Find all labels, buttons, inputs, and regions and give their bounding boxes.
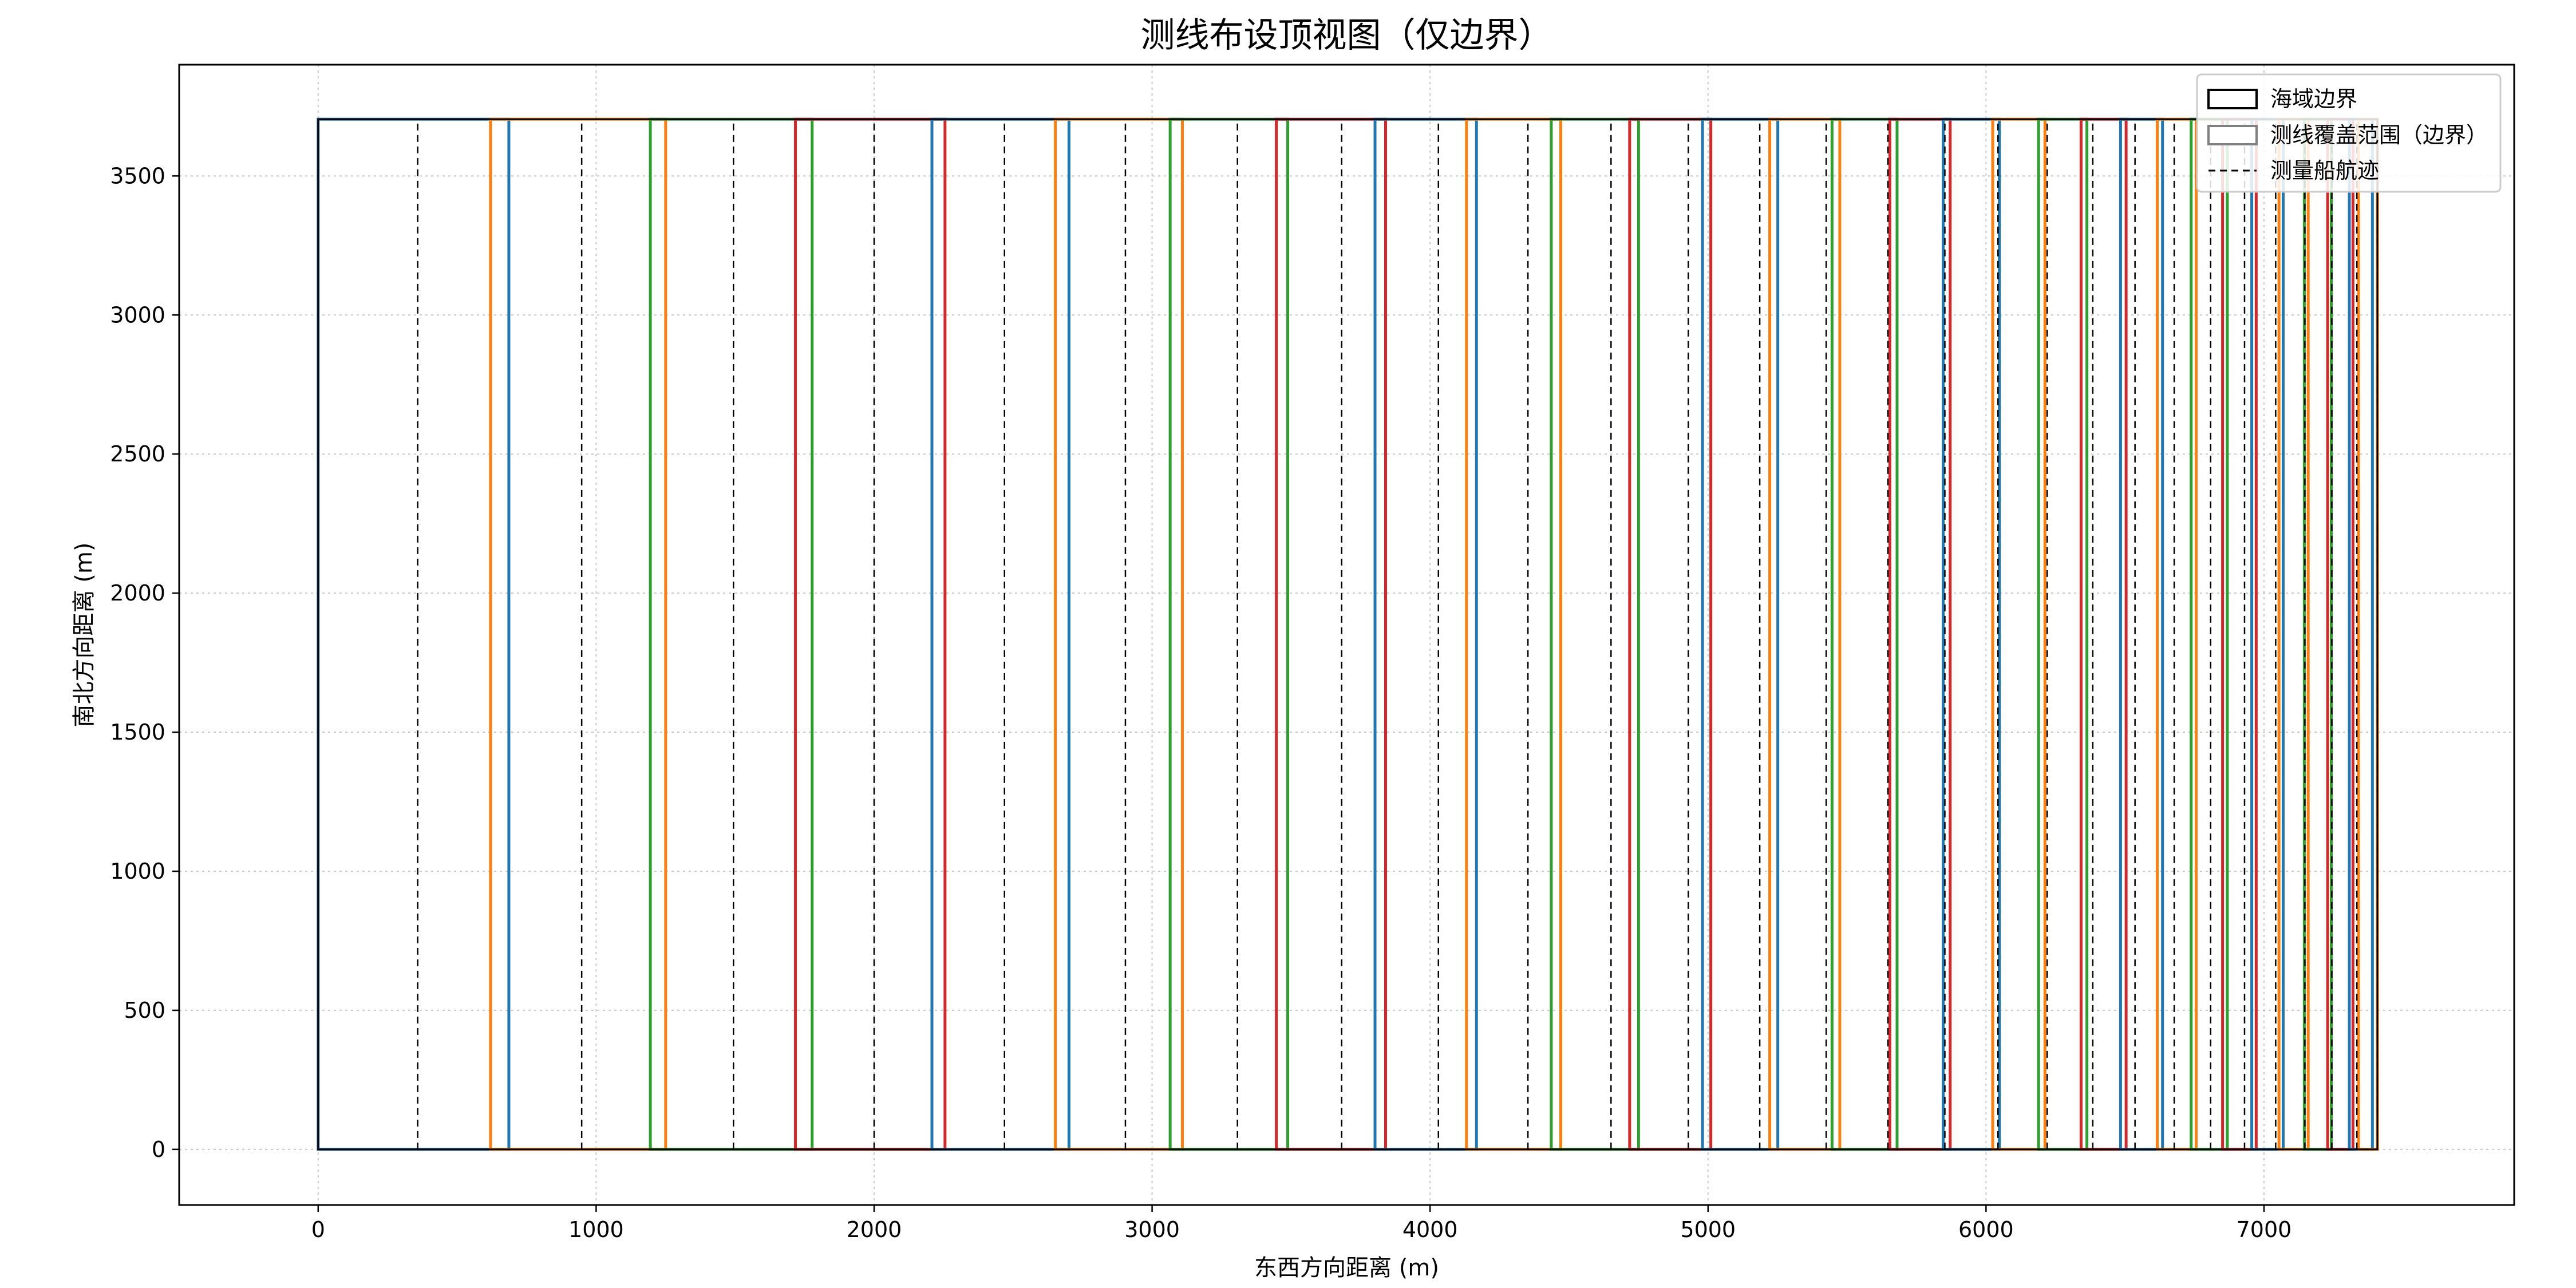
y-tick-label: 3500: [110, 163, 165, 188]
y-tick-label: 1500: [110, 720, 165, 745]
legend-key-coverage: [2207, 125, 2258, 145]
legend-frame: [2196, 73, 2502, 193]
boundary-layer: [317, 118, 2379, 1151]
x-tick-label: 2000: [847, 1217, 902, 1242]
sea-boundary-rect: [317, 118, 2379, 1151]
ticks-layer: 0 1000 2000 3000 4000 5000 6000 7000 0 500 1000 150…: [110, 163, 2291, 1242]
axes-frame: [178, 64, 2515, 1206]
legend-label-track: 测量船航迹: [2270, 158, 2379, 183]
legend-label-sea-boundary: 海域边界: [2270, 86, 2357, 112]
y-tick-label: 1000: [110, 859, 165, 884]
x-tick-label: 3000: [1124, 1217, 1180, 1242]
chart-title: 测线布设顶视图（仅边界）: [1141, 15, 1553, 56]
x-tick-label: 1000: [568, 1217, 624, 1242]
legend-key-sea-boundary: [2207, 89, 2258, 109]
x-tick-label: 4000: [1402, 1217, 1458, 1242]
y-axis-label: 南北方向距离 (m): [71, 543, 97, 728]
y-tick-label: 2500: [110, 441, 165, 467]
y-tick-label: 3000: [110, 302, 165, 327]
x-tick-label: 6000: [1958, 1217, 2014, 1242]
y-tick-label: 0: [152, 1137, 165, 1162]
legend-label-coverage: 测线覆盖范围（边界）: [2270, 123, 2488, 148]
legend: 海域边界 测线覆盖范围（边界） 测量船航迹: [2196, 73, 2502, 193]
y-tick-label: 2000: [110, 580, 165, 606]
x-tick-label: 0: [311, 1217, 325, 1242]
y-tick-label: 500: [124, 998, 165, 1023]
x-tick-label: 5000: [1680, 1217, 1736, 1242]
x-axis-label: 东西方向距离 (m): [1254, 1255, 1439, 1281]
x-tick-label: 7000: [2237, 1217, 2292, 1242]
